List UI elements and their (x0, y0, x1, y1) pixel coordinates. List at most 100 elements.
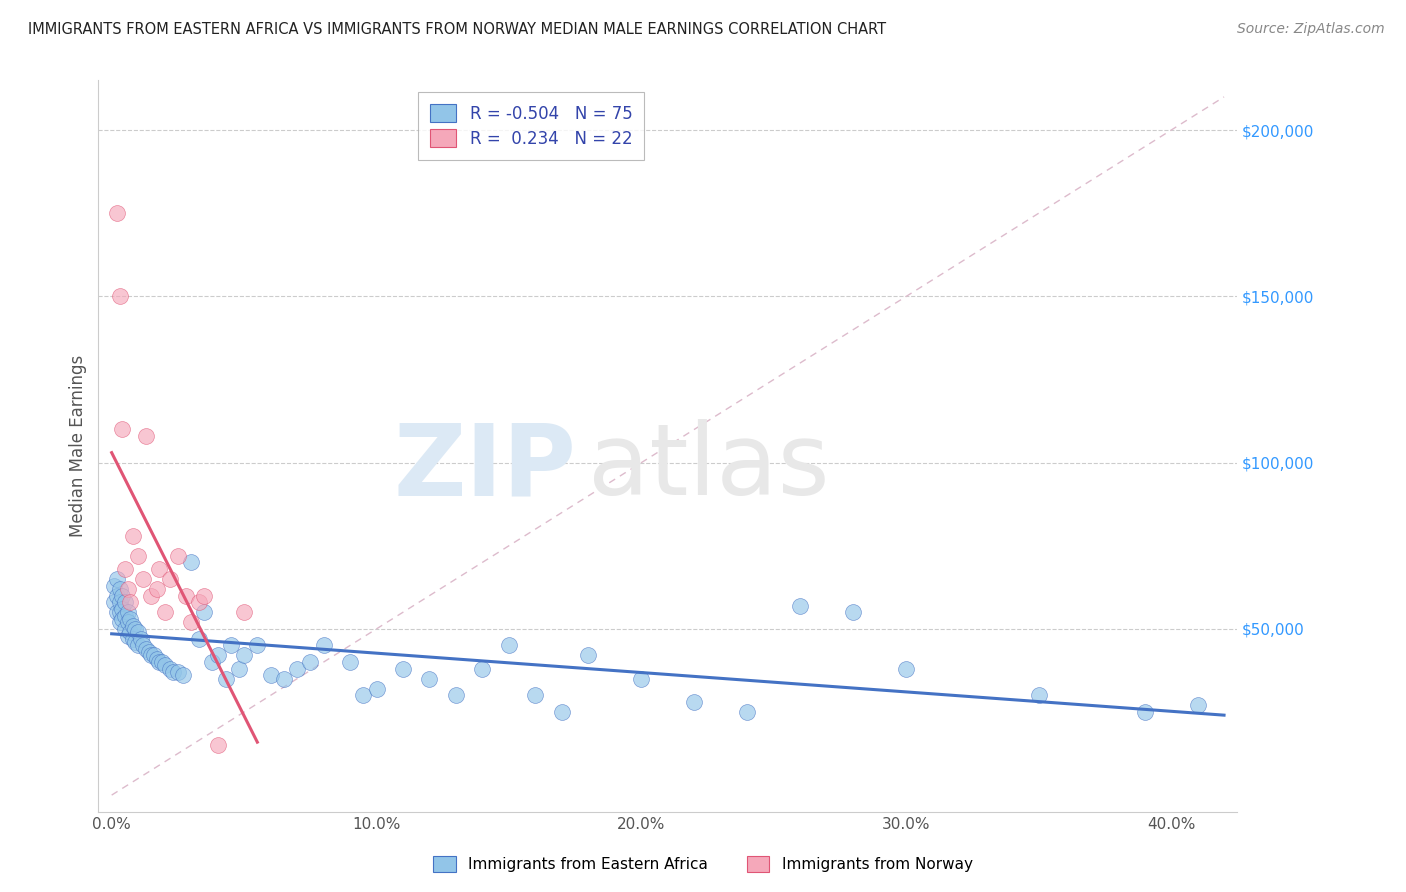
Point (145, 652, 167, 666)
Point (207, 738, 229, 752)
Point (193, 605, 215, 619)
Point (524, 689, 547, 703)
Point (114, 622, 136, 636)
Point (789, 599, 811, 613)
Point (135, 429, 157, 443)
Point (124, 622, 146, 636)
Point (120, 595, 142, 609)
Point (1187, 698, 1209, 713)
Point (842, 605, 865, 619)
Point (108, 289, 131, 303)
Point (120, 625, 142, 640)
Point (145, 582, 167, 596)
Point (111, 422, 134, 436)
Point (108, 595, 131, 609)
Point (551, 705, 574, 719)
Point (114, 608, 136, 623)
Point (132, 639, 155, 653)
Legend: Immigrants from Eastern Africa, Immigrants from Norway: Immigrants from Eastern Africa, Immigran… (426, 848, 980, 880)
Point (233, 605, 256, 619)
Point (174, 589, 197, 603)
Point (233, 648, 256, 663)
Point (167, 665, 190, 679)
Point (127, 625, 149, 640)
Point (576, 648, 599, 663)
Point (120, 612, 142, 626)
Point (498, 639, 520, 653)
Point (1133, 705, 1156, 719)
Point (108, 582, 131, 596)
Point (683, 695, 706, 709)
Point (366, 681, 388, 696)
Point (124, 635, 146, 649)
Point (141, 648, 163, 663)
Point (630, 672, 652, 686)
Point (737, 705, 759, 719)
Point (148, 655, 170, 669)
Point (214, 672, 236, 686)
Text: atlas: atlas (588, 419, 830, 516)
Text: ZIP: ZIP (394, 419, 576, 516)
Point (127, 549, 149, 563)
Point (159, 662, 181, 676)
Point (162, 665, 184, 679)
Point (172, 668, 194, 682)
Point (141, 589, 163, 603)
Point (117, 615, 139, 630)
Point (180, 555, 202, 569)
Point (105, 572, 128, 586)
Point (153, 605, 176, 619)
Point (132, 572, 155, 586)
Point (111, 602, 134, 616)
Point (228, 662, 250, 676)
Point (108, 615, 131, 630)
Point (121, 529, 143, 543)
Point (1028, 689, 1050, 703)
Point (150, 655, 173, 669)
Point (138, 645, 160, 659)
Point (105, 206, 128, 220)
Point (103, 595, 125, 609)
Point (117, 628, 139, 642)
Point (246, 639, 269, 653)
Point (896, 662, 918, 676)
Point (418, 672, 440, 686)
Point (111, 589, 134, 603)
Point (121, 618, 143, 632)
Point (153, 658, 176, 673)
Point (129, 632, 152, 646)
Point (117, 605, 139, 619)
Point (285, 662, 308, 676)
Point (159, 572, 181, 586)
Point (339, 655, 361, 669)
Text: IMMIGRANTS FROM EASTERN AFRICA VS IMMIGRANTS FROM NORWAY MEDIAN MALE EARNINGS CO: IMMIGRANTS FROM EASTERN AFRICA VS IMMIGR… (28, 22, 886, 37)
Point (207, 648, 229, 663)
Point (219, 639, 242, 653)
Point (121, 632, 143, 646)
Point (444, 689, 467, 703)
Point (135, 641, 157, 656)
Point (259, 668, 281, 682)
Point (312, 639, 335, 653)
Point (201, 655, 224, 669)
Point (105, 589, 128, 603)
Point (392, 662, 415, 676)
Text: Source: ZipAtlas.com: Source: ZipAtlas.com (1237, 22, 1385, 37)
Point (273, 672, 295, 686)
Point (180, 615, 202, 630)
Y-axis label: Median Male Earnings: Median Male Earnings (69, 355, 87, 537)
Point (127, 639, 149, 653)
Point (188, 632, 211, 646)
Point (108, 605, 131, 619)
Point (352, 689, 374, 703)
Point (188, 595, 211, 609)
Point (193, 589, 215, 603)
Point (114, 595, 136, 609)
Legend: R = -0.504   N = 75, R =  0.234   N = 22: R = -0.504 N = 75, R = 0.234 N = 22 (418, 92, 644, 160)
Point (143, 648, 166, 663)
Point (111, 612, 134, 626)
Point (471, 662, 494, 676)
Point (148, 562, 170, 576)
Point (167, 549, 190, 563)
Point (117, 582, 139, 596)
